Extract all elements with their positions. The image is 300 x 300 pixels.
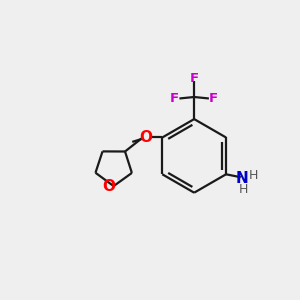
Text: N: N: [236, 171, 249, 186]
Text: F: F: [209, 92, 218, 105]
Text: O: O: [140, 130, 153, 145]
Text: H: H: [239, 182, 248, 196]
Text: H: H: [249, 169, 258, 182]
Text: F: F: [190, 72, 199, 85]
Text: F: F: [170, 92, 179, 105]
Text: O: O: [102, 179, 115, 194]
